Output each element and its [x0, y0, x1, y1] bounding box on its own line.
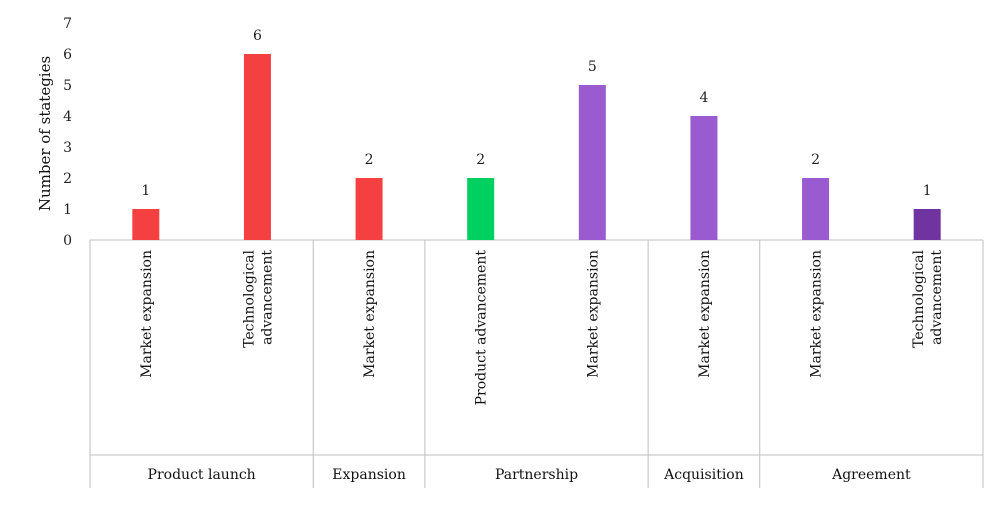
data-label: 4 [699, 90, 708, 106]
category-label: Market expansion [362, 250, 378, 378]
category-label: Market expansion [809, 250, 825, 378]
bar [690, 116, 718, 240]
y-tick-label: 4 [63, 109, 72, 125]
data-labels: 1 6 2 2 5 4 2 1 [141, 28, 931, 199]
bar [355, 178, 383, 240]
bar [913, 209, 941, 240]
category-label: Market expansion [139, 250, 155, 378]
bars [132, 54, 941, 240]
data-label: 2 [476, 152, 485, 168]
category-labels: Market expansion Technological advancement… [139, 249, 945, 405]
y-tick-label: 2 [63, 171, 72, 187]
data-label: 2 [811, 152, 820, 168]
group-label: Partnership [495, 467, 578, 483]
group-label: Product launch [148, 467, 256, 483]
category-label: Product advancement [474, 250, 490, 406]
category-label: Technological advancement [241, 249, 275, 347]
data-label: 6 [253, 28, 262, 44]
y-tick-label: 0 [63, 233, 72, 249]
data-label: 1 [923, 183, 932, 199]
data-label: 5 [588, 59, 597, 75]
group-labels: Product launch Expansion Partnership Acquis… [148, 467, 911, 483]
category-label: Market expansion [585, 250, 601, 378]
y-tick-label: 6 [63, 47, 72, 63]
y-tick-label: 7 [63, 16, 72, 32]
group-label: Expansion [332, 467, 406, 483]
y-axis-label: Number of stategies [36, 56, 54, 211]
data-label: 1 [141, 183, 150, 199]
category-axis [89, 239, 984, 488]
category-label: Technological advancement [911, 249, 945, 347]
y-tick-label: 1 [63, 202, 72, 218]
group-label: Acquisition [663, 467, 744, 483]
y-tick-label: 3 [63, 140, 72, 156]
category-label: Market expansion [697, 250, 713, 378]
bar [243, 54, 271, 240]
bar [132, 209, 160, 240]
bar [467, 178, 495, 240]
bar [802, 178, 830, 240]
y-tick-label: 5 [63, 78, 72, 94]
y-axis: 0 1 2 3 4 5 6 7 [63, 16, 72, 249]
data-label: 2 [365, 152, 374, 168]
group-label: Agreement [831, 467, 911, 483]
bar [578, 85, 606, 240]
